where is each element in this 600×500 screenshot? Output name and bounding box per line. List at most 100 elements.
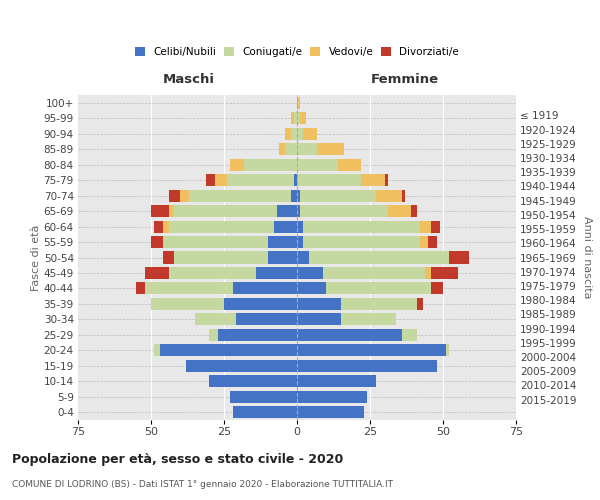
Bar [294,174,297,186]
Bar [286,128,291,140]
Bar [169,220,274,232]
Bar [227,174,294,186]
Bar [294,112,297,124]
Bar [224,298,297,310]
Bar [326,282,431,294]
Bar [417,298,422,310]
Bar [297,376,376,388]
Bar [428,236,437,248]
Bar [297,282,326,294]
Bar [209,329,218,341]
Bar [291,128,297,140]
Bar [280,143,286,155]
Bar [297,252,308,264]
Bar [308,252,449,264]
Bar [209,376,297,388]
Bar [163,252,175,264]
Bar [338,158,361,170]
Bar [291,112,294,124]
Bar [297,205,300,217]
Bar [151,236,163,248]
Bar [300,205,388,217]
Bar [195,314,236,326]
Bar [163,236,268,248]
Bar [297,298,341,310]
Bar [297,406,364,418]
Bar [431,220,440,232]
Text: Popolazione per età, sesso e stato civile - 2020: Popolazione per età, sesso e stato civil… [12,452,343,466]
Bar [175,252,268,264]
Bar [169,205,175,217]
Bar [151,205,169,217]
Bar [244,158,297,170]
Bar [303,236,419,248]
Bar [175,205,277,217]
Bar [180,190,189,202]
Y-axis label: Anni di nascita: Anni di nascita [583,216,592,298]
Y-axis label: Fasce di età: Fasce di età [31,224,41,290]
Bar [186,360,297,372]
Bar [297,190,300,202]
Bar [297,344,446,356]
Bar [151,298,224,310]
Bar [431,267,458,279]
Bar [169,267,256,279]
Bar [189,190,291,202]
Text: COMUNE DI LODRINO (BS) - Dati ISTAT 1° gennaio 2020 - Elaborazione TUTTITALIA.IT: COMUNE DI LODRINO (BS) - Dati ISTAT 1° g… [12,480,393,489]
Bar [297,128,303,140]
Bar [145,282,233,294]
Bar [431,282,443,294]
Bar [230,391,297,403]
Bar [297,158,338,170]
Bar [385,174,388,186]
Bar [300,112,306,124]
Bar [317,143,344,155]
Bar [230,158,244,170]
Bar [233,282,297,294]
Bar [160,344,297,356]
Bar [323,267,425,279]
Bar [215,174,227,186]
Bar [297,236,303,248]
Bar [297,96,300,109]
Text: Maschi: Maschi [163,72,215,86]
Bar [236,314,297,326]
Bar [233,406,297,418]
Bar [341,298,417,310]
Bar [274,220,297,232]
Bar [297,143,317,155]
Bar [449,252,469,264]
Bar [297,391,367,403]
Text: Femmine: Femmine [371,72,439,86]
Bar [303,220,419,232]
Bar [402,190,405,202]
Bar [286,143,297,155]
Bar [163,220,169,232]
Bar [300,190,376,202]
Bar [268,252,297,264]
Bar [376,190,402,202]
Bar [297,360,437,372]
Bar [169,190,180,202]
Bar [402,329,417,341]
Bar [145,267,169,279]
Bar [291,190,297,202]
Bar [297,267,323,279]
Bar [256,267,297,279]
Bar [154,344,160,356]
Bar [361,174,385,186]
Bar [297,112,300,124]
Bar [425,267,431,279]
Bar [277,205,297,217]
Bar [268,236,297,248]
Bar [297,220,303,232]
Bar [411,205,417,217]
Bar [297,314,341,326]
Bar [297,174,361,186]
Bar [446,344,449,356]
Bar [341,314,396,326]
Bar [154,220,163,232]
Bar [419,220,431,232]
Bar [303,128,317,140]
Legend: Celibi/Nubili, Coniugati/e, Vedovi/e, Divorziati/e: Celibi/Nubili, Coniugati/e, Vedovi/e, Di… [133,45,461,59]
